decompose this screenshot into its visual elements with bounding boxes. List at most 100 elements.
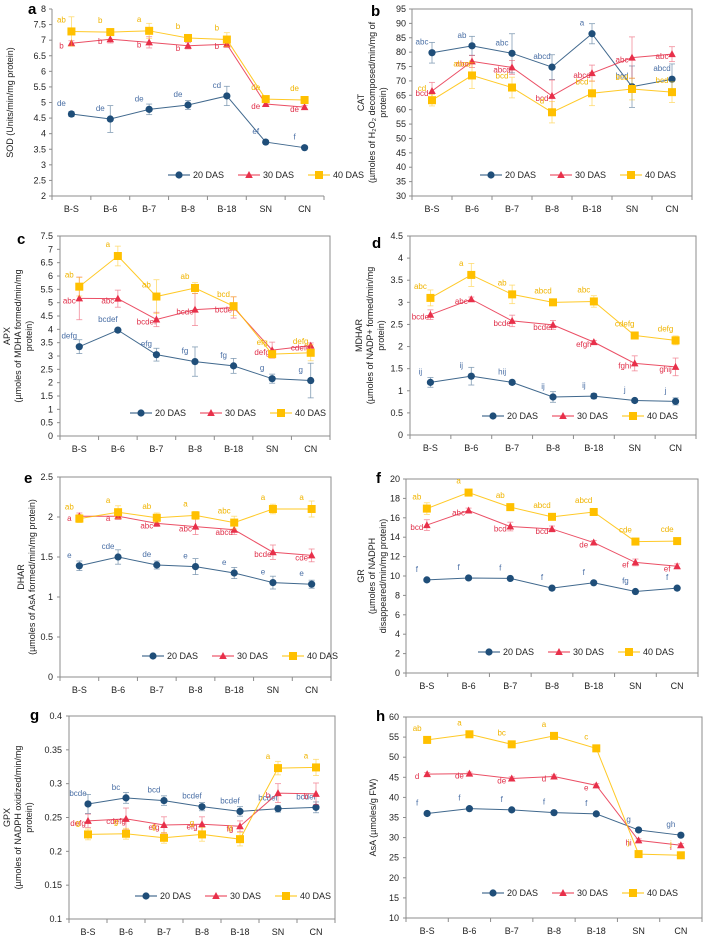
data-point [300, 103, 309, 111]
y-tick-label: 14 [390, 532, 400, 542]
significance-label: abcd [493, 65, 510, 74]
data-point [160, 833, 168, 842]
y-tick-label: 70 [396, 76, 406, 86]
data-point [423, 735, 432, 744]
chart-svg-a: 2 2.5 3 3.5 4 4.5 5 5.5 6 6.5 7 7.5 8 B-S B-6 B-7 B-8 B-1… [5, 1, 364, 214]
series-20-das: f f f f f fg f [416, 563, 681, 596]
x-category-label: SN [628, 443, 641, 453]
data-point [261, 100, 270, 108]
chart-panel-e: 0 0.5 1 1.5 2 2.5 B-S B-6 B-7 B-8 B-18 SN CN e DHAR (µm… [0, 465, 354, 700]
significance-label: ab [142, 281, 151, 290]
significance-label: f [501, 795, 504, 804]
series-40-das: g g g g g a a [76, 751, 320, 847]
data-point [191, 305, 199, 313]
data-point [191, 284, 199, 292]
data-point [312, 789, 320, 797]
x-category-label: B-6 [462, 926, 476, 936]
x-category-label: B-S [80, 927, 95, 937]
significance-label: a [456, 477, 461, 486]
significance-label: ij [582, 381, 586, 390]
panel-letter: f [376, 470, 382, 487]
legend-label: 40 DAS [647, 888, 678, 898]
data-point [229, 302, 238, 311]
significance-label: bcd [576, 77, 589, 86]
legend-label: 40 DAS [300, 891, 331, 901]
x-category-label: B-7 [505, 204, 519, 214]
x-category-label: CN [669, 443, 682, 453]
data-point [191, 563, 200, 571]
data-point [592, 744, 601, 753]
significance-label: f [416, 565, 419, 574]
data-point [67, 27, 76, 36]
y-axis-label: (µmoles of AsA formed/min/mg protein) [27, 499, 37, 655]
chart-svg-h: 10 15 20 25 30 35 40 45 50 55 60 B-S B-6 B-7 B-8 B-18 SN… [368, 708, 703, 936]
data-point [590, 338, 598, 346]
data-point [671, 336, 680, 345]
legend-label: 40 DAS [645, 170, 676, 180]
chart-panel-a: 2 2.5 3 3.5 4 4.5 5 5.5 6 6.5 7 7.5 8 B-S B-6 B-7 B-8 B-1… [0, 0, 364, 225]
data-point [631, 396, 639, 405]
significance-label: ab [412, 493, 421, 502]
data-point [312, 803, 320, 811]
significance-label: abc [140, 521, 153, 530]
y-tick-label: 0.3 [49, 779, 62, 789]
data-point [106, 115, 114, 123]
data-point [191, 358, 199, 366]
data-point [676, 851, 685, 860]
significance-label: bcd [536, 527, 549, 536]
significance-label: fg [220, 351, 227, 360]
legend-item: 40 DAS [618, 647, 674, 657]
significance-label: g [152, 822, 156, 831]
significance-label: ij [419, 367, 423, 376]
data-point [312, 763, 320, 772]
data-point [198, 820, 206, 828]
legend-label: 40 DAS [333, 170, 364, 180]
significance-label: defg [293, 337, 309, 346]
legend-label: 20 DAS [507, 888, 538, 898]
data-point [75, 294, 84, 302]
y-tick-label: 30 [396, 191, 406, 201]
y-tick-label: 6 [395, 610, 400, 620]
plot-area-border [59, 235, 331, 437]
data-point [668, 75, 676, 83]
legend-marker [555, 648, 563, 655]
y-tick-label: 1 [398, 386, 403, 396]
data-point [269, 548, 277, 556]
data-point [677, 841, 685, 849]
legend-marker [559, 412, 567, 419]
data-point [550, 772, 558, 780]
y-tick-label: 0.5 [40, 632, 53, 642]
significance-label: cde [661, 525, 674, 534]
significance-label: efg [148, 823, 159, 832]
significance-label: a [304, 751, 309, 760]
legend-label: 30 DAS [573, 647, 604, 657]
legend-label: 30 DAS [575, 170, 606, 180]
y-tick-label: 40 [396, 162, 406, 172]
y-tick-label: 40 [389, 792, 399, 802]
y-tick-label: 0 [395, 668, 400, 678]
data-point [191, 511, 200, 520]
significance-label: e [584, 783, 589, 792]
data-point [468, 42, 476, 50]
significance-label: g [298, 366, 302, 375]
data-point [506, 574, 514, 583]
data-point [628, 84, 636, 93]
significance-label: e [261, 568, 266, 577]
legend-marker [289, 652, 297, 660]
series-20-das: de de de de cd ef f [57, 81, 309, 152]
chart-panel-f: 0 2 4 6 8 10 12 14 16 18 20 B-S B-6 B-7 B-8 B-18 SN CN f GR… [354, 465, 708, 700]
y-tick-label: 0 [398, 430, 403, 440]
data-point [673, 584, 681, 592]
significance-label: bcd [496, 72, 509, 81]
x-category-label: CN [310, 927, 323, 937]
y-axis-label: protein) [24, 321, 34, 352]
data-point [549, 298, 557, 307]
x-category-label: B-7 [505, 926, 519, 936]
significance-label: b [176, 22, 181, 31]
data-point [507, 774, 516, 782]
legend-marker [207, 409, 215, 416]
y-axis-label: (µmoles of NADPH oxidized/min/mg [13, 746, 23, 890]
data-point [67, 110, 76, 118]
series-line [430, 274, 676, 341]
